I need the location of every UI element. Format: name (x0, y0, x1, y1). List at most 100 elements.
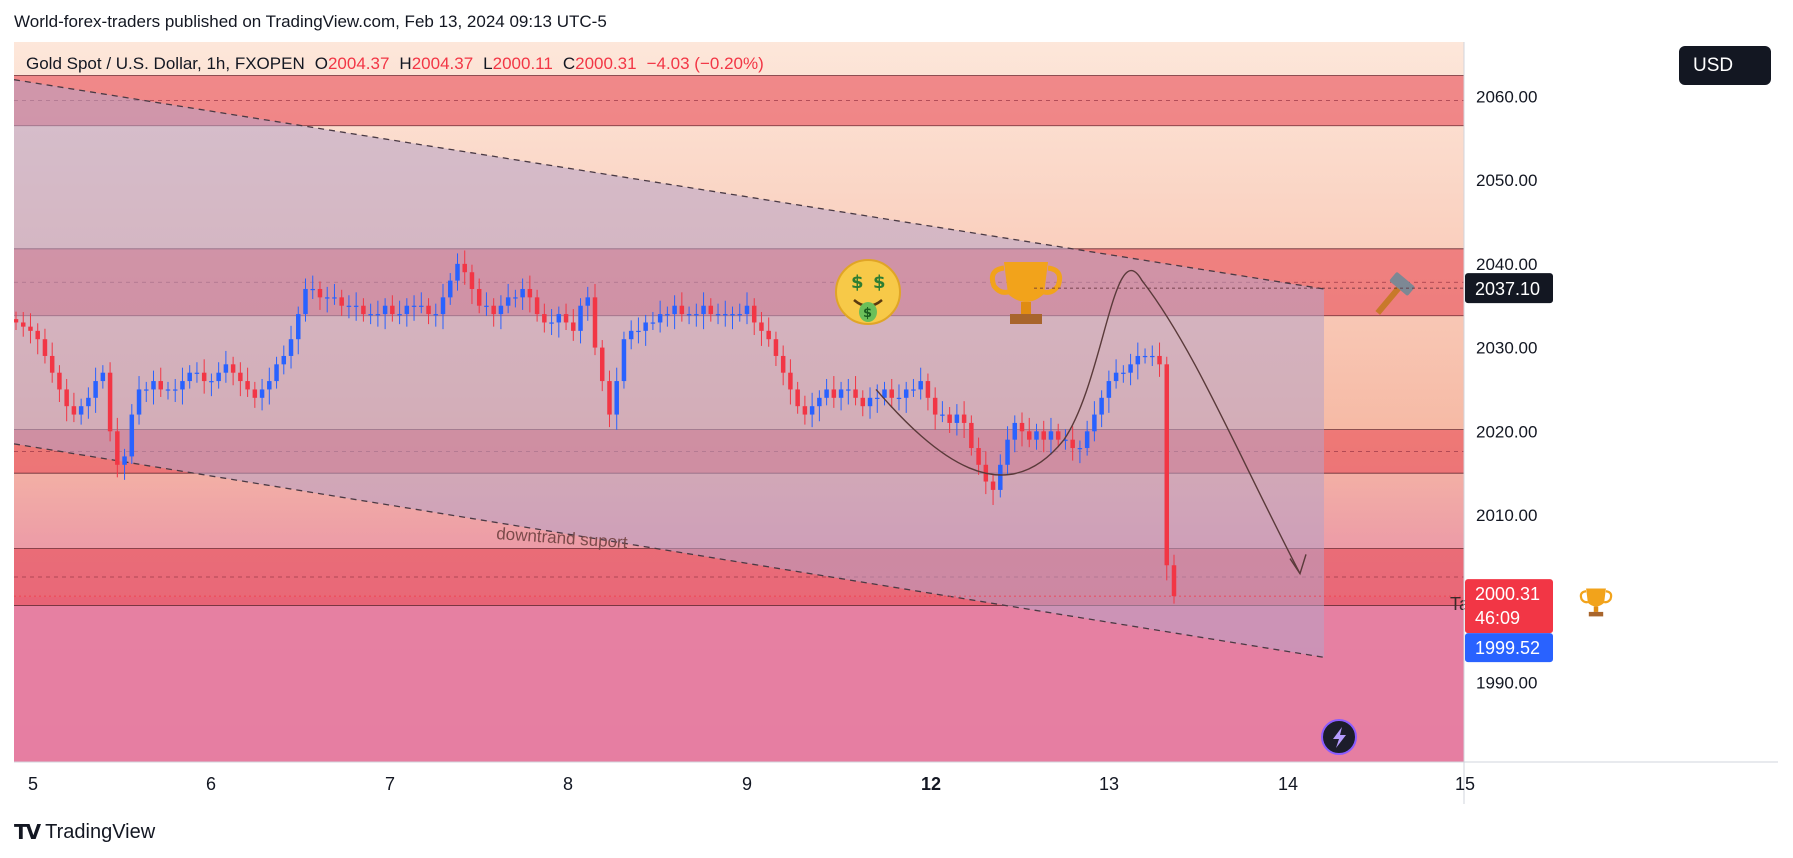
candle-body (1157, 355, 1162, 365)
x-tick-label: 7 (385, 774, 395, 794)
tradingview-logo-icon: 𝗧𝗩 (14, 822, 41, 844)
svg-text:$: $ (863, 306, 872, 321)
candle-body (701, 305, 706, 315)
currency-label: USD (1693, 54, 1734, 76)
candle-body (491, 305, 496, 315)
x-tick-label: 13 (1099, 774, 1119, 794)
y-tick-label: 1990.00 (1476, 673, 1537, 692)
candle-body (281, 355, 287, 365)
candle-body (563, 314, 569, 323)
candle-body (238, 372, 243, 382)
candle-body (1048, 431, 1054, 440)
candle-body (1027, 431, 1032, 440)
candle-body (527, 288, 533, 298)
candle-body (918, 381, 923, 390)
candle-body (209, 381, 214, 383)
last-price-badge (1465, 579, 1553, 634)
candle-body (1092, 414, 1097, 432)
candle-body (361, 305, 366, 315)
candle-body (549, 322, 554, 324)
candle-body (20, 322, 26, 327)
x-tick-label: 12 (921, 774, 941, 794)
level-badge (1465, 273, 1553, 304)
candle-body (679, 305, 685, 315)
candle-body (737, 314, 742, 316)
chart-frame: downtrand suport Target $ $ $ (14, 42, 1778, 804)
candle-body (780, 355, 786, 373)
candle-body (433, 314, 439, 316)
candle-body (187, 372, 192, 382)
candle-body (542, 314, 547, 323)
candle-body (947, 414, 952, 423)
candle-body (28, 326, 33, 331)
candle-body (339, 297, 344, 306)
candle-body (614, 381, 619, 415)
downtrend-resistance-line (14, 79, 1325, 290)
x-tick-label: 6 (206, 774, 216, 794)
candle-body (324, 297, 330, 299)
candle-body (1164, 364, 1170, 566)
candle-body (882, 389, 887, 398)
candle-body (274, 364, 279, 382)
candle-body (932, 397, 938, 415)
candle-body (303, 288, 308, 315)
candle-body (216, 372, 221, 382)
candle-body (903, 389, 909, 398)
candle-body (1150, 355, 1155, 358)
y-tick-label: 2060.00 (1476, 87, 1537, 106)
candle-body (911, 389, 916, 391)
candle-body (751, 305, 757, 323)
candle-body (976, 448, 981, 465)
candle-body (1055, 431, 1061, 440)
x-tick-label: 9 (742, 774, 752, 794)
candle-body (990, 481, 996, 490)
symbol-legend: Gold Spot / U.S. Dollar, 1h, FXOPEN O2004… (26, 54, 764, 74)
candle-body (259, 389, 265, 398)
candle-body (1135, 355, 1141, 365)
candle-body (607, 381, 612, 415)
candle-body (375, 314, 381, 316)
candle-body (925, 381, 931, 398)
candle-body (129, 414, 135, 457)
candle-body (867, 397, 873, 407)
candle-body (715, 314, 721, 316)
candle-body (14, 319, 19, 323)
projection-arrowhead (1289, 554, 1307, 576)
lightning-icon[interactable] (1321, 719, 1357, 755)
candle-body (954, 414, 960, 423)
candle-body (404, 305, 410, 315)
candle-body (969, 422, 974, 449)
candle-body (1106, 381, 1112, 398)
low-value: 2000.11 (492, 54, 553, 73)
candle-body (1171, 565, 1177, 597)
candle-body (599, 347, 605, 382)
currency-button[interactable]: USD (1679, 46, 1771, 85)
candle-body (71, 406, 77, 415)
candle-body (317, 288, 323, 298)
x-tick-label: 14 (1278, 774, 1298, 794)
candle-body (57, 372, 62, 390)
candle-body (151, 381, 156, 390)
candle-body (860, 397, 866, 407)
candle-body (296, 314, 301, 340)
candle-body (1142, 355, 1148, 358)
candle-body (665, 314, 670, 316)
candle-body (708, 305, 714, 315)
bid-badge (1465, 633, 1553, 663)
candle-body (592, 297, 598, 348)
candle-body (42, 339, 48, 356)
candle-body (136, 389, 142, 415)
y-tick-label: 2040.00 (1476, 255, 1537, 274)
candle-body (875, 397, 880, 400)
candle-body (766, 330, 771, 340)
candle-body (332, 297, 337, 299)
candle-body (802, 406, 808, 415)
candle-body (49, 355, 55, 373)
candle-body (809, 406, 815, 415)
candle-body (107, 372, 113, 432)
y-tick-label: 2050.00 (1476, 171, 1537, 190)
candle-body (853, 389, 858, 398)
candle-body (100, 372, 106, 382)
candle-body (353, 305, 359, 307)
chart-plot[interactable]: downtrand suport Target $ $ $ (14, 42, 1778, 804)
